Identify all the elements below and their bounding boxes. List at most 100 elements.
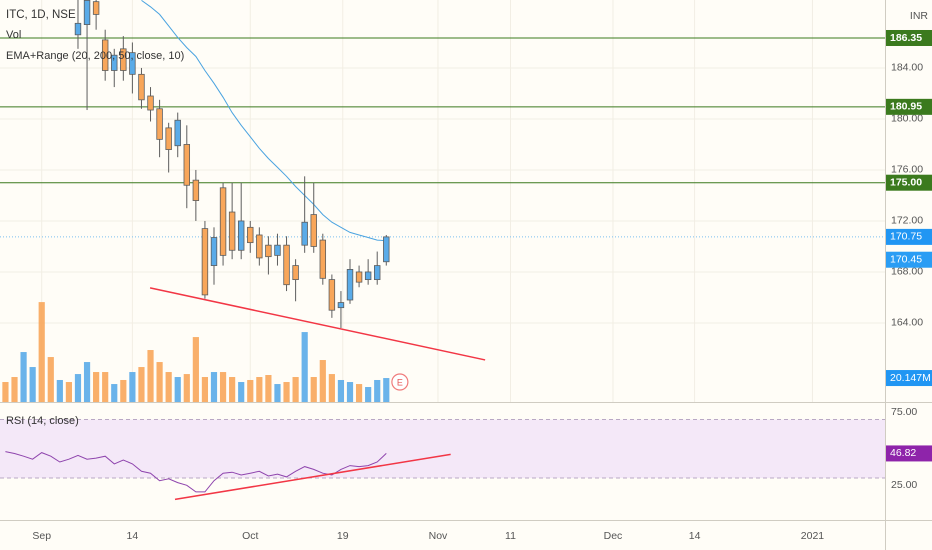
symbol-title: ITC, 1D, NSE	[6, 9, 76, 21]
candle-body	[101, 39, 109, 71]
volume-bar	[156, 362, 163, 402]
rsi-line	[5, 451, 387, 493]
trendline	[149, 287, 486, 361]
rsi-value-label: 46.82	[890, 447, 916, 459]
candle-body	[292, 265, 299, 281]
volume-bar	[265, 375, 272, 402]
volume-bar	[219, 372, 227, 402]
candle-body	[283, 244, 290, 286]
candle-body	[328, 279, 336, 311]
level-label: 186.35	[890, 32, 922, 44]
candle-body	[374, 265, 381, 281]
volume-bar	[192, 337, 199, 402]
volume-bar	[56, 379, 63, 402]
candle-body	[383, 236, 390, 263]
volume-bar	[138, 367, 145, 402]
candle-body	[364, 271, 372, 281]
volume-bar	[310, 377, 317, 402]
volume-bar	[292, 377, 299, 402]
candle-body	[83, 0, 91, 26]
volume-bar	[93, 372, 100, 402]
volume-bar	[328, 374, 335, 402]
volume-bar	[11, 377, 18, 402]
candle-body	[138, 73, 145, 101]
candle-body	[256, 234, 263, 259]
candle-body	[319, 239, 327, 279]
y-tick-label: 180.00	[891, 113, 923, 125]
volume-bar	[201, 377, 209, 402]
axes: 164.00 168.00 172.00 176.00 180.00 184.00 Sep 1…	[32, 29, 932, 542]
volume-bar	[74, 374, 82, 402]
volume-bar	[355, 384, 363, 402]
candle-body	[247, 226, 254, 244]
x-tick-label: Dec	[604, 530, 623, 542]
ema-value-label: 170.45	[890, 253, 922, 265]
rsi-tick-label: 25.00	[891, 479, 917, 491]
rsi-band	[0, 419, 885, 479]
volume-bar	[165, 372, 172, 402]
volume-value-label: 20.147M	[890, 372, 931, 384]
candle-body	[337, 302, 345, 309]
x-tick-label: Sep	[32, 530, 51, 542]
volume-value-label-bg	[886, 370, 932, 387]
price-pane: E	[0, 0, 885, 402]
volume-bar	[2, 382, 9, 402]
candle-body	[210, 237, 218, 266]
level-label: 175.00	[890, 176, 922, 188]
ema-value-label-bg	[886, 251, 932, 268]
volume-bar	[365, 387, 372, 402]
volume-bar	[319, 360, 326, 402]
volume-bar	[111, 384, 118, 402]
x-tick-label: 2021	[801, 530, 825, 542]
volume-bar	[65, 382, 73, 402]
candle-body	[147, 95, 154, 111]
volume-bar	[274, 384, 281, 402]
y-tick-label: 176.00	[891, 164, 923, 176]
x-tick-label: 11	[505, 530, 516, 542]
x-tick-label: 14	[127, 530, 139, 542]
earnings-label: E	[397, 377, 403, 387]
x-tick-label: 14	[689, 530, 701, 542]
ema-legend: EMA+Range (20, 200, 50, close, 10)	[6, 50, 184, 62]
candle-body	[192, 179, 200, 201]
volume-legend: Vol	[6, 29, 21, 41]
volume-bar	[210, 372, 218, 402]
volume-bar	[238, 382, 245, 402]
x-tick-label: Nov	[429, 530, 448, 542]
ema-line	[141, 0, 387, 242]
volume-bar	[129, 372, 136, 402]
volume-bar	[346, 382, 354, 402]
candle-body	[156, 108, 163, 140]
volume-bar	[229, 377, 236, 402]
volume-bar	[38, 302, 45, 402]
volume-bar	[102, 372, 109, 402]
candle-body	[74, 22, 82, 36]
candle-body	[274, 244, 281, 256]
level-label-bg	[886, 98, 932, 115]
y-tick-label: 172.00	[891, 215, 923, 227]
volume-bar	[283, 382, 290, 402]
currency-label: INR	[910, 10, 929, 22]
volume-bar	[20, 352, 27, 402]
volume-bar	[83, 362, 91, 402]
volume-bar	[183, 374, 190, 402]
volume-bar	[120, 379, 127, 402]
x-tick-label: Oct	[242, 530, 258, 542]
x-tick-label: 19	[337, 530, 349, 542]
rsi-legend: RSI (14, close)	[6, 415, 79, 427]
candle-body	[265, 244, 272, 258]
candle-body	[219, 187, 227, 256]
level-label-bg	[886, 174, 932, 191]
rsi-trendline	[174, 453, 451, 501]
y-tick-label: 184.00	[891, 62, 923, 74]
candle-body	[165, 127, 172, 150]
candle-body	[237, 220, 245, 251]
candle-body	[201, 228, 209, 296]
y-tick-label: 168.00	[891, 266, 923, 278]
volume-bar	[147, 350, 154, 402]
volume-bar	[174, 377, 181, 402]
y-tick-label: 164.00	[891, 317, 923, 329]
candle-body	[120, 48, 127, 71]
